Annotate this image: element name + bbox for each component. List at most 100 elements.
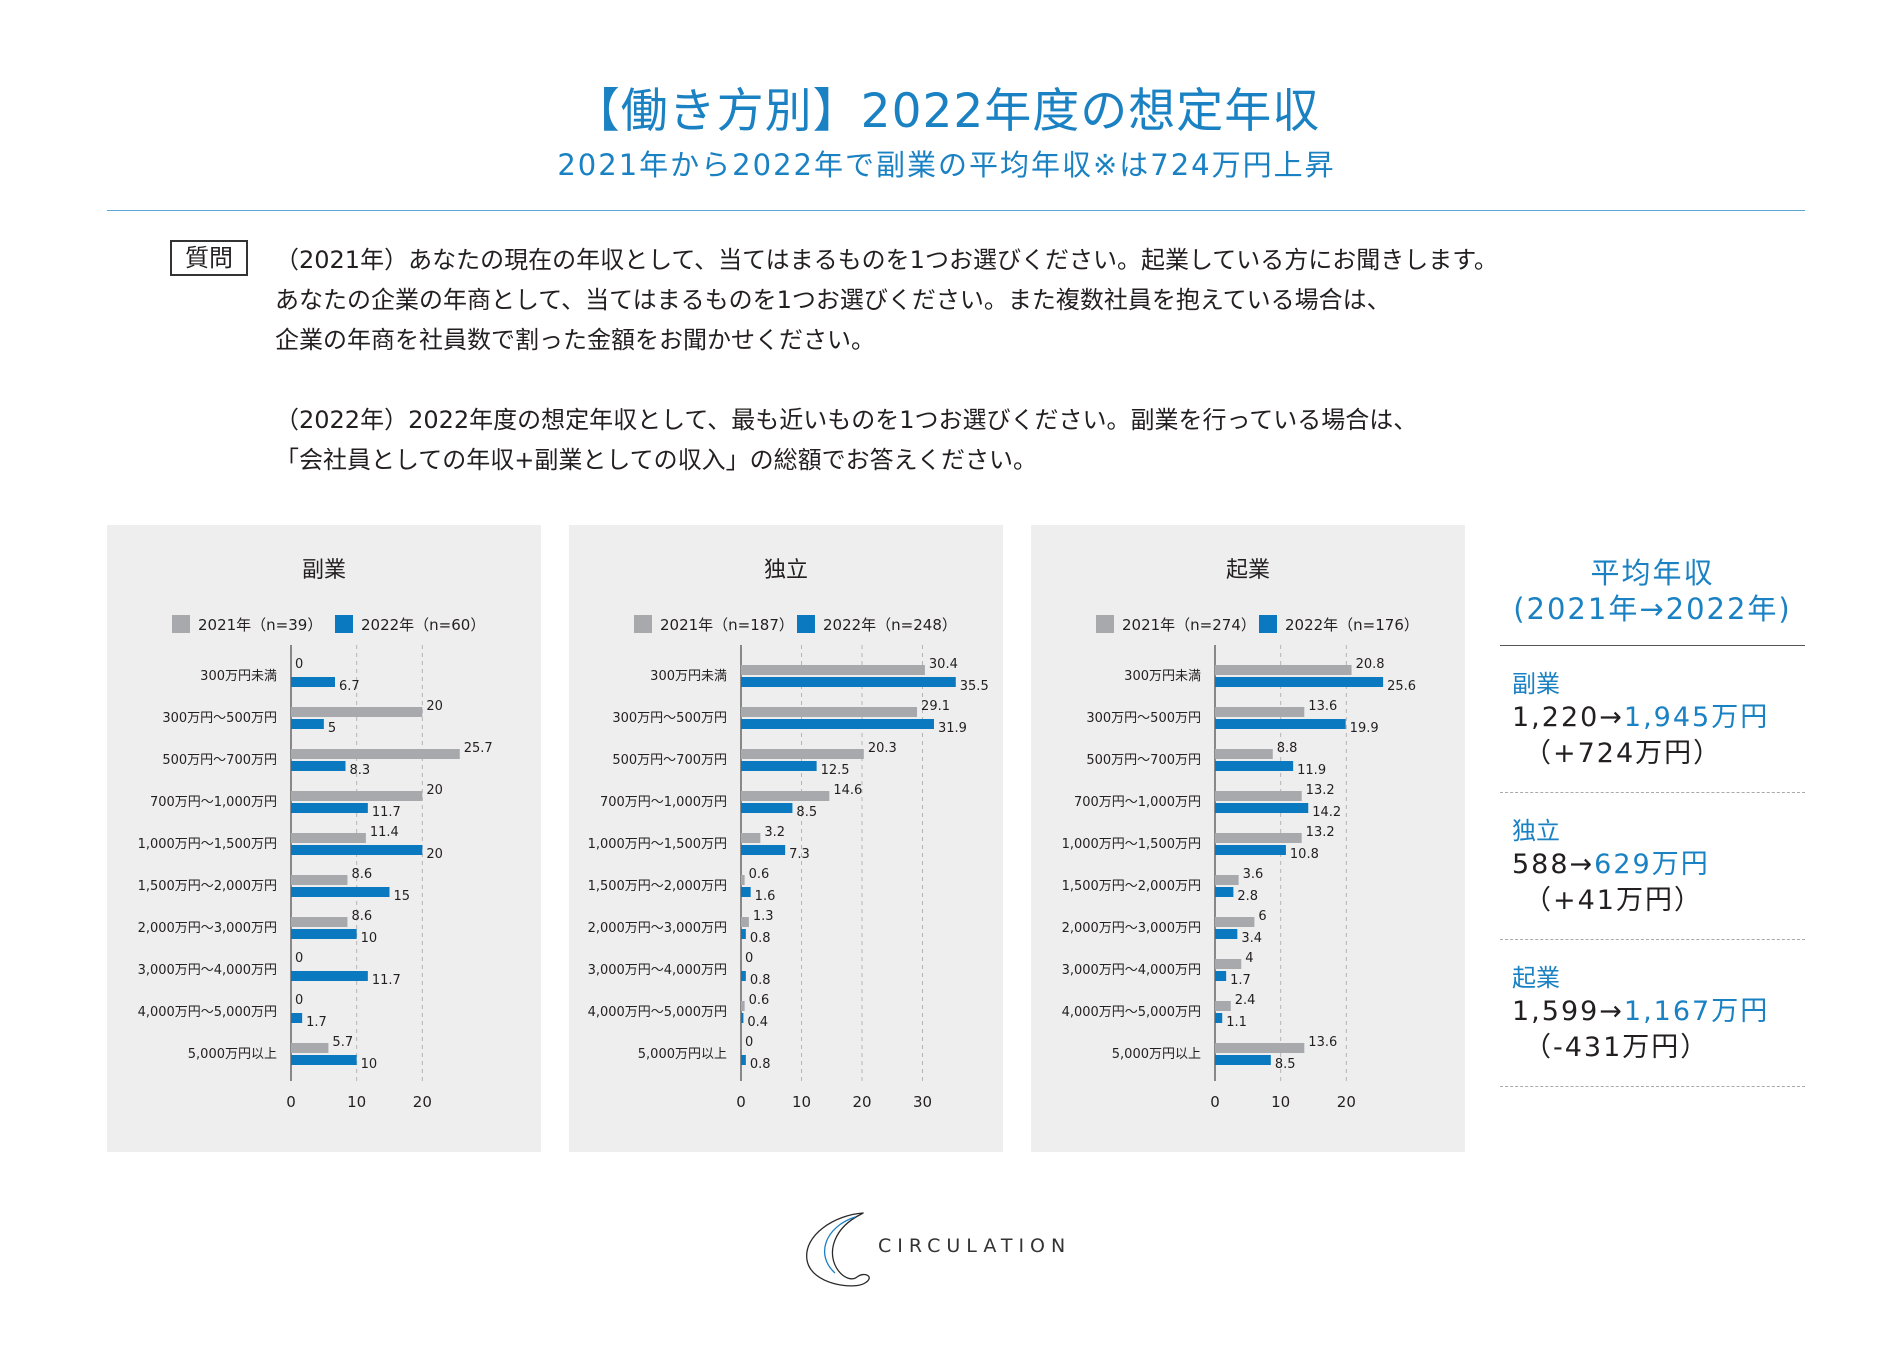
bar-2021: [741, 1001, 745, 1011]
data-label-2021: 0.6: [749, 993, 770, 1008]
category-label: 4,000万円～5,000万円: [588, 1005, 727, 1020]
data-label-2022: 6.7: [339, 679, 360, 694]
data-label-2021: 0: [745, 1035, 753, 1050]
category-label: 2,000万円～3,000万円: [1062, 921, 1201, 936]
summary-to-value: 629万円: [1594, 849, 1710, 880]
bar-2022: [741, 845, 786, 855]
legend-label-2021: 2021年（n=274）: [1122, 616, 1256, 634]
bar-2022: [1215, 803, 1309, 813]
bar-2021: [1215, 1001, 1231, 1011]
chart-svg: 副業 2021年（n=39） 2022年（n=60） 0 10 20 300万円未満 0 6.7…: [138, 558, 493, 1111]
page-subtitle: 2021年から2022年で副業の平均年収※は724万円上昇: [557, 148, 1336, 182]
data-label-2021: 0: [295, 993, 303, 1008]
bar-2022: [1215, 1055, 1271, 1065]
data-label-2021: 20: [426, 699, 443, 714]
bar-2022: [291, 761, 346, 771]
data-label-2022: 0.4: [747, 1015, 768, 1030]
data-label-2022: 35.5: [960, 679, 989, 694]
data-label-2021: 30.4: [929, 657, 958, 672]
data-label-2022: 14.2: [1312, 805, 1341, 820]
data-label-2022: 10.8: [1290, 847, 1319, 862]
bar-2022: [1215, 971, 1227, 981]
summary-item-values: 1,220→1,945万円: [1512, 700, 1805, 736]
question-line: 「会社員としての年収+副業としての収入」の総額でお答えください。: [275, 446, 1037, 474]
bar-2022: [741, 1055, 746, 1065]
data-label-2022: 12.5: [821, 763, 850, 778]
legend-swatch-2022: [1259, 615, 1277, 633]
x-tick-label: 0: [286, 1093, 296, 1111]
chart-svg: 起業 2021年（n=274） 2022年（n=176） 0 10 20 300万円未満 20…: [1062, 558, 1419, 1111]
chart-panel-kigyo: 起業 2021年（n=274） 2022年（n=176） 0 10 20 300万円未満 20…: [1031, 525, 1465, 1152]
bar-2022: [741, 887, 751, 897]
data-label-2021: 13.6: [1308, 699, 1337, 714]
legend-swatch-2021: [172, 615, 190, 633]
bar-2022: [291, 887, 390, 897]
category-label: 1,000万円～1,500万円: [588, 837, 727, 852]
legend-label-2021: 2021年（n=187）: [660, 616, 794, 634]
legend-swatch-2022: [797, 615, 815, 633]
data-label-2021: 0: [295, 951, 303, 966]
bar-2021: [1215, 791, 1302, 801]
category-label: 1,500万円～2,000万円: [1062, 879, 1201, 894]
summary-item-dokuritsu: 独立 588→629万円 （+41万円）: [1500, 793, 1805, 940]
bar-2021: [291, 917, 348, 927]
question-label: 質問: [170, 240, 248, 276]
category-label: 5,000万円以上: [638, 1047, 727, 1062]
data-label-2021: 3.6: [1243, 867, 1264, 882]
bar-2022: [741, 719, 934, 729]
category-label: 300万円未満: [1124, 669, 1201, 684]
bar-2022: [741, 803, 793, 813]
x-tick-label: 30: [913, 1093, 932, 1111]
data-label-2021: 5.7: [332, 1035, 353, 1050]
bar-2021: [741, 749, 864, 759]
bar-2022: [1215, 845, 1286, 855]
data-label-2022: 10: [361, 931, 378, 946]
category-label: 3,000万円～4,000万円: [138, 963, 277, 978]
arrow-icon: →: [1599, 996, 1624, 1027]
legend-label-2022: 2022年（n=60）: [361, 616, 485, 634]
data-label-2022: 19.9: [1350, 721, 1379, 736]
x-tick-label: 10: [347, 1093, 366, 1111]
x-tick-label: 10: [792, 1093, 811, 1111]
data-label-2021: 13.2: [1306, 783, 1335, 798]
bar-2022: [741, 971, 746, 981]
legend-label-2021: 2021年（n=39）: [198, 616, 322, 634]
question-line: あなたの企業の年商として、当てはまるものを1つお選びください。また複数社員を抱え…: [275, 286, 1391, 314]
bar-2021: [1215, 665, 1352, 675]
bar-2021: [1215, 749, 1273, 759]
bar-2022: [741, 1013, 744, 1023]
category-label: 700万円～1,000万円: [1074, 795, 1201, 810]
bar-2022: [291, 677, 335, 687]
bar-2021: [1215, 875, 1239, 885]
summary-title-line2: (2021年→2022年): [1513, 592, 1792, 626]
bar-2021: [1215, 917, 1255, 927]
data-label-2021: 4: [1245, 951, 1253, 966]
bar-2021: [741, 665, 925, 675]
category-label: 5,000万円以上: [188, 1047, 277, 1062]
summary-from-value: 588: [1512, 849, 1570, 880]
bar-2022: [291, 1055, 357, 1065]
bar-2021: [1215, 833, 1302, 843]
x-tick-label: 20: [413, 1093, 432, 1111]
summary-from-value: 1,220: [1512, 702, 1600, 733]
chart-panel-dokuritsu: 独立 2021年（n=187） 2022年（n=248） 0 10 20 30 300万円未満…: [569, 525, 1003, 1152]
bar-2022: [1215, 929, 1238, 939]
category-label: 3,000万円～4,000万円: [588, 963, 727, 978]
logo-text: CIRCULATION: [878, 1235, 1072, 1257]
category-label: 4,000万円～5,000万円: [1062, 1005, 1201, 1020]
summary-item-name: 副業: [1512, 670, 1560, 698]
bar-2021: [741, 791, 830, 801]
header-divider: [107, 210, 1805, 211]
chart-title: 独立: [764, 558, 808, 583]
bar-2021: [1215, 707, 1305, 717]
category-label: 700万円～1,000万円: [150, 795, 277, 810]
bar-2022: [1215, 1013, 1223, 1023]
chart-svg: 独立 2021年（n=187） 2022年（n=248） 0 10 20 30 300万円未満…: [588, 558, 989, 1111]
arrow-icon: →: [1599, 702, 1624, 733]
legend-label-2022: 2022年（n=176）: [1285, 616, 1419, 634]
summary-item-values: 1,599→1,167万円: [1512, 994, 1805, 1030]
category-label: 300万円未満: [200, 669, 277, 684]
data-label-2021: 20.8: [1356, 657, 1385, 672]
bar-2022: [741, 929, 746, 939]
data-label-2021: 14.6: [833, 783, 862, 798]
